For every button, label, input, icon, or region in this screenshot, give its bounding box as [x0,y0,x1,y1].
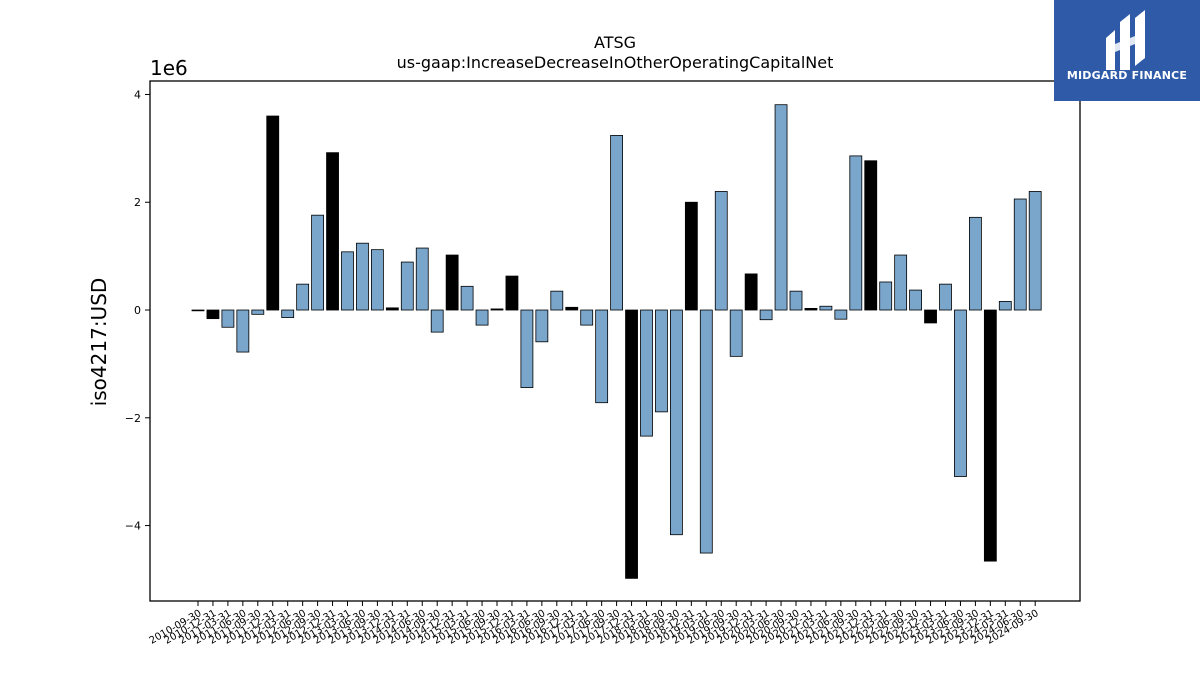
plot-area-frame [149,80,1081,602]
bar [490,308,504,311]
y-tick-label: 0 [134,304,141,317]
bar [296,283,310,311]
bar [266,115,280,311]
bar [699,309,713,554]
midgard-logo-icon [1106,10,1145,70]
bar [356,242,369,311]
bar [430,309,444,333]
bar [729,309,743,357]
bar [924,309,937,324]
bar [684,201,698,311]
bar [834,309,848,320]
chart-title: ATSG [594,33,636,52]
y-scale-label: 1e6 [150,56,188,80]
bar [221,309,235,328]
bar [370,249,384,311]
bar [744,273,758,311]
y-axis-ticks: 4 2 0 −2 −4 [125,88,150,533]
bar [610,135,623,311]
bar [236,309,250,353]
bar [311,214,325,311]
bar [595,309,609,404]
bar [415,247,429,311]
bar [849,155,863,311]
bar [1028,191,1042,311]
bar [565,306,579,311]
bar [789,290,803,311]
bar [460,285,474,311]
bar [400,261,414,311]
bar [1013,198,1027,311]
bar [625,309,638,579]
bar [535,309,549,343]
y-axis-label: iso4217:USD [87,278,111,407]
bar [341,251,354,311]
bar [191,309,205,312]
bar [550,290,564,311]
y-tick-label: −2 [125,412,141,425]
bar [505,275,519,311]
bar [640,309,653,437]
bar [969,216,982,311]
bar [804,307,818,311]
bar [774,104,788,311]
chart-subtitle: us-gaap:IncreaseDecreaseInOtherOperating… [397,53,834,72]
y-tick-label: 4 [134,88,141,101]
bar [206,309,220,320]
bar [954,309,967,477]
y-tick-label: 2 [134,196,141,209]
bar [281,309,295,318]
bar [983,309,997,562]
bar [520,309,534,389]
bar [670,309,683,536]
bar [385,307,399,311]
bars-group [191,104,1042,579]
bar [475,309,489,326]
bar [326,152,339,311]
bar [251,309,265,315]
bar [580,309,594,326]
bar [759,309,773,321]
brand-name: MIDGARD FINANCE [1066,69,1188,82]
bar [445,254,459,311]
bar [879,281,893,311]
bar [819,305,833,311]
x-axis-ticks: 2010-09-302010-12-312011-03-312011-06-30… [148,601,1041,647]
bar [894,254,908,311]
bar [714,191,728,311]
bar [939,283,952,311]
bar [864,160,878,311]
brand-logo: MIDGARD FINANCE [1054,0,1200,101]
bar [998,300,1012,311]
bar [909,289,922,311]
y-tick-label: −4 [125,520,141,533]
bar [655,309,668,413]
